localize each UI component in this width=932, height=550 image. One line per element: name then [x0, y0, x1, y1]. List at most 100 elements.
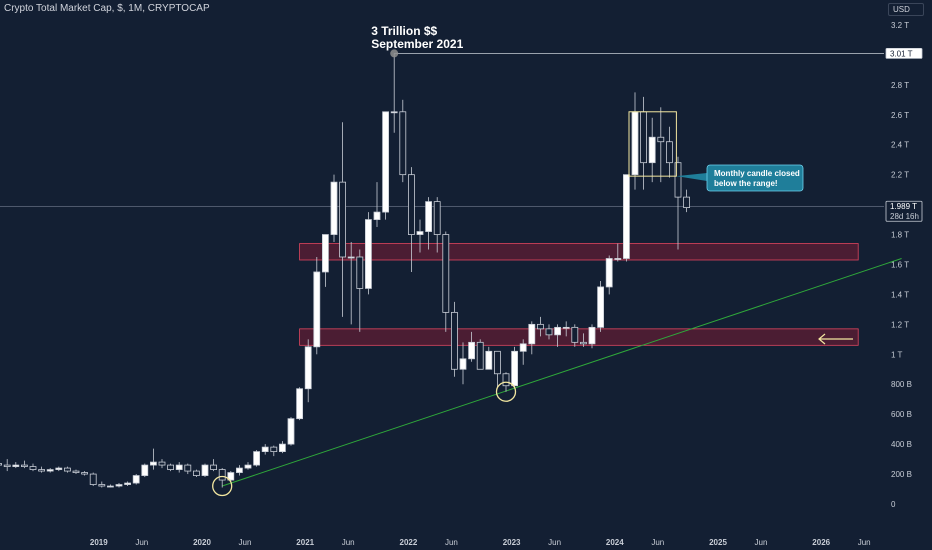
candle-22	[184, 463, 192, 475]
candle-7	[55, 466, 63, 472]
candle-36	[304, 339, 312, 403]
candle-4	[29, 463, 37, 472]
candle-body	[416, 231, 424, 235]
candle-43	[364, 212, 372, 295]
x-tick-label: Jun	[342, 538, 355, 547]
candle-10	[81, 471, 88, 476]
y-tick-label: 600 B	[891, 410, 912, 419]
candle-35	[296, 387, 304, 421]
x-tick-label: 2023	[503, 538, 521, 547]
countdown-label: 28d 16h	[890, 212, 919, 221]
x-tick-label: 2022	[400, 538, 418, 547]
candle-body	[296, 388, 304, 420]
candle-53	[450, 301, 458, 377]
candle-body	[0, 463, 2, 466]
candle-body	[399, 111, 407, 176]
candle-13	[107, 484, 114, 488]
candle-24	[201, 463, 209, 478]
candle-body	[433, 201, 441, 235]
candle-body	[321, 234, 329, 273]
candle-body	[519, 343, 527, 352]
candle-39	[330, 174, 338, 243]
y-tick-label: 1.6 T	[891, 260, 909, 269]
candle-18	[149, 448, 157, 470]
candle-15	[124, 481, 131, 487]
x-tick-label: Jun	[135, 538, 148, 547]
candle-32	[270, 445, 278, 457]
candle-37	[313, 256, 321, 355]
candle-body	[64, 467, 71, 472]
candle-48	[407, 167, 415, 272]
candle-body	[46, 469, 54, 472]
candle-55	[468, 331, 476, 362]
candle-body	[571, 326, 579, 343]
candle-44	[373, 182, 381, 228]
candle-body	[666, 141, 673, 164]
candle-body	[485, 350, 493, 370]
candle-57	[485, 346, 493, 370]
last-price-tag-bg	[885, 200, 923, 222]
candle-25	[210, 459, 218, 472]
candle-47	[399, 99, 407, 183]
candle-body	[158, 461, 166, 466]
candle-body	[201, 464, 209, 476]
candle-body	[55, 467, 63, 470]
candle-72	[614, 243, 622, 262]
candle-74	[631, 92, 639, 190]
candle-70	[597, 280, 604, 332]
y-tick-label: 1.2 T	[891, 320, 909, 329]
candle-body	[124, 482, 131, 485]
candle-body	[407, 174, 415, 235]
candle-body	[545, 328, 553, 336]
y-tick-label: 1 T	[891, 350, 903, 359]
candle-73	[623, 174, 630, 262]
candle-body	[72, 470, 80, 473]
candle-body	[210, 464, 218, 470]
candle-body	[287, 418, 295, 445]
currency-button[interactable]: USD	[888, 3, 924, 16]
candle-body	[175, 464, 183, 470]
candle-body	[528, 323, 536, 345]
candle-body	[476, 341, 484, 370]
pivot-circle-0	[212, 475, 233, 497]
candle-body	[218, 469, 226, 481]
x-tick-label: 2024	[606, 538, 624, 547]
candle-26	[218, 468, 226, 488]
candle-51	[433, 197, 441, 253]
candle-42	[356, 249, 364, 332]
y-tick-label: 400 B	[891, 440, 912, 449]
zone-0	[299, 243, 859, 261]
callout-pointer	[676, 173, 707, 181]
candle-body	[356, 256, 364, 289]
candle-46	[390, 53, 398, 133]
candle-79	[674, 156, 682, 250]
zone-1	[299, 328, 859, 346]
candle-29	[244, 462, 252, 470]
candle-body	[132, 475, 140, 484]
candle-body	[683, 196, 690, 208]
candle-body	[149, 461, 157, 466]
candle-58	[493, 350, 501, 388]
candle-body	[631, 111, 639, 176]
candle-body	[141, 464, 149, 476]
candle-49	[416, 219, 424, 253]
candle-body	[107, 485, 114, 488]
candle-body	[450, 311, 458, 370]
candle-3	[20, 460, 28, 469]
peak-price-tag-bg	[885, 48, 923, 59]
x-tick-label: Jun	[445, 538, 458, 547]
candle-63	[537, 316, 544, 337]
candle-body	[184, 464, 192, 472]
x-tick-label: 2021	[296, 538, 314, 547]
candle-body	[640, 111, 647, 164]
candle-body	[588, 326, 596, 345]
candle-64	[545, 324, 553, 340]
candle-80	[683, 189, 690, 213]
candle-body	[580, 341, 587, 345]
candle-body	[502, 373, 510, 387]
x-tick-label: Jun	[858, 538, 871, 547]
peak-marker	[390, 49, 399, 58]
candle-62	[528, 321, 536, 355]
candle-body	[493, 350, 501, 375]
